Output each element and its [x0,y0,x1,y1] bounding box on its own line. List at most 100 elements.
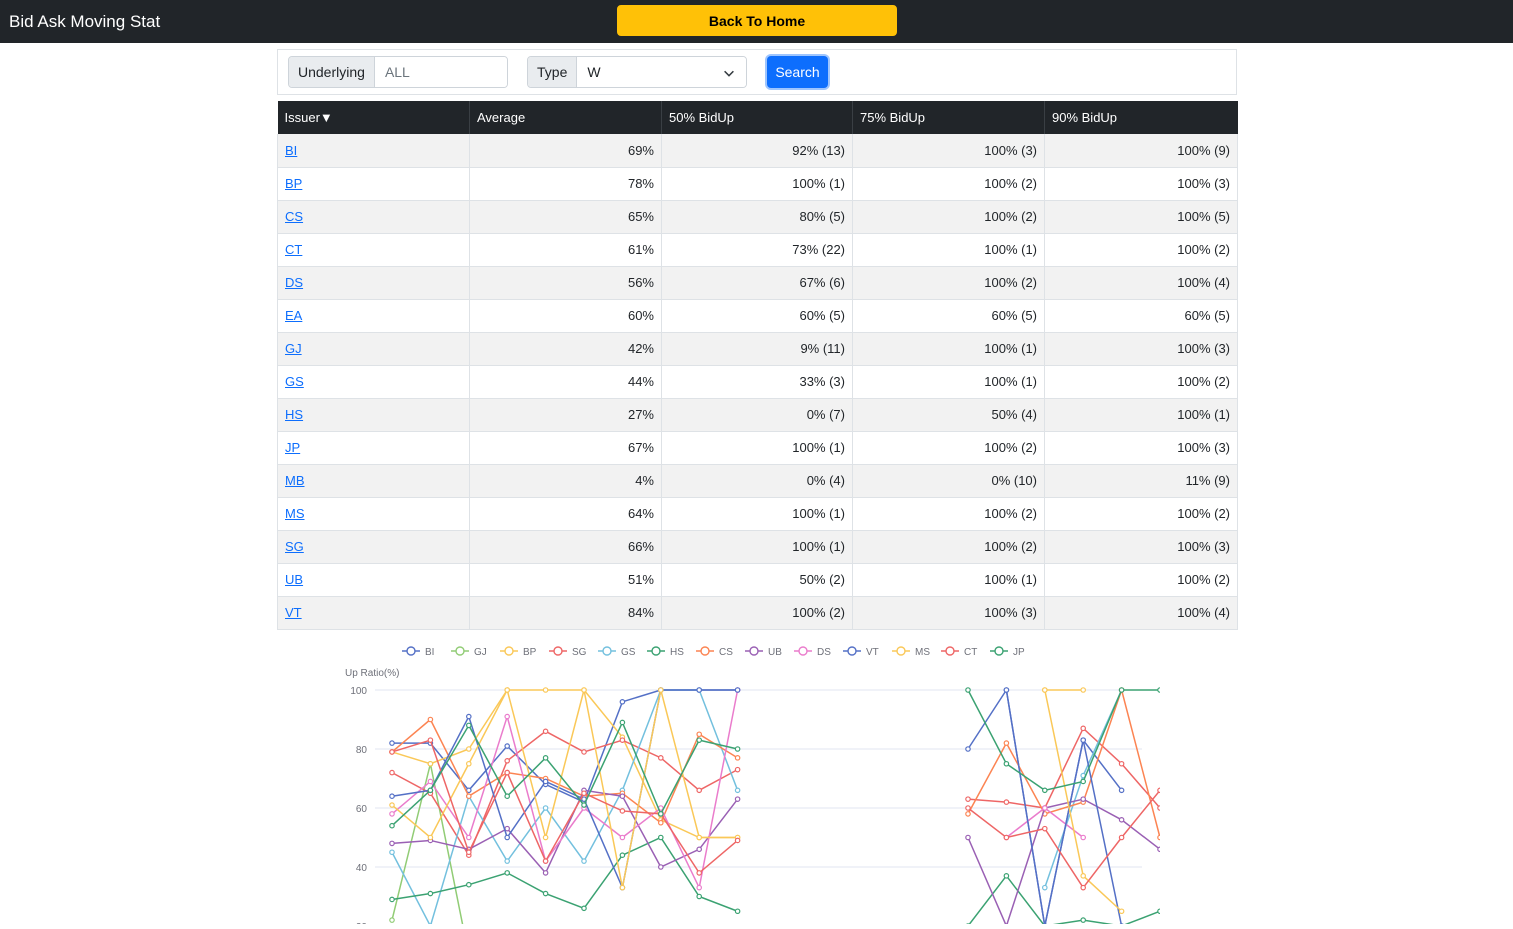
data-point-jp [735,747,739,751]
issuer-cell: GS [278,365,470,398]
data-point-cs [1158,835,1160,839]
issuer-link[interactable]: CS [285,209,303,224]
issuer-link[interactable]: GS [285,374,304,389]
data-point-gj [390,918,394,922]
data-point-ms [1043,688,1047,692]
data-point-hs [505,871,509,875]
issuer-cell: MS [278,497,470,530]
data-point-vt [1004,688,1008,692]
series-line-ms [392,690,738,888]
issuer-link[interactable]: EA [285,308,302,323]
issuer-link[interactable]: UB [285,572,303,587]
legend-marker [946,647,954,655]
search-panel: Underlying ALL Type W Search [277,49,1237,95]
data-point-bi [505,744,509,748]
issuer-link[interactable]: GJ [285,341,302,356]
data-point-hs [735,909,739,913]
data-point-vt [543,779,547,783]
issuer-link[interactable]: SG [285,539,304,554]
issuer-link[interactable]: VT [285,605,302,620]
table-cell: 100% (2) [853,497,1045,530]
data-point-ds [390,812,394,816]
table-cell: 51% [470,563,662,596]
issuer-link[interactable]: HS [285,407,303,422]
data-point-jp [659,812,663,816]
table-cell: 100% (4) [1045,266,1238,299]
chevron-down-icon [722,66,736,80]
data-point-sg [582,750,586,754]
y-tick-label: 40 [356,863,368,874]
table-cell: 100% (9) [1045,134,1238,167]
table-cell: 56% [470,266,662,299]
issuer-link[interactable]: MB [285,473,305,488]
table-cell: 100% (3) [853,134,1045,167]
data-point-ct [1119,835,1123,839]
table-cell: 100% (3) [853,596,1045,629]
legend-marker [554,647,562,655]
data-point-vt [467,714,471,718]
table-cell: 100% (1) [662,167,853,200]
data-point-vt [505,835,509,839]
table-cell: 69% [470,134,662,167]
data-point-ct [735,838,739,842]
data-point-ct [1004,835,1008,839]
table-cell: 100% (3) [1045,431,1238,464]
y-tick-label: 60 [356,804,368,815]
data-point-ms [659,688,663,692]
series-line-cs [392,720,738,823]
data-point-jp [1158,688,1160,692]
issuer-link[interactable]: DS [285,275,303,290]
data-point-ub [735,797,739,801]
issuer-link[interactable]: JP [285,440,300,455]
column-header[interactable]: Issuer▼ [278,101,470,134]
search-button[interactable]: Search [767,56,828,88]
data-point-jp [966,688,970,692]
legend-label: HS [670,647,684,658]
table-cell: 73% (22) [662,233,853,266]
data-point-ct [428,738,432,742]
data-point-hs [390,897,394,901]
data-point-cs [659,821,663,825]
data-point-hs [1004,874,1008,878]
data-point-ct [697,871,701,875]
data-point-ct [966,806,970,810]
table-cell: 0% (4) [662,464,853,497]
issuer-link[interactable]: BP [285,176,302,191]
type-select[interactable]: W [577,57,746,87]
table-cell: 60% [470,299,662,332]
issuer-link[interactable]: BI [285,143,297,158]
legend-label: SG [572,647,587,658]
table-cell: 80% (5) [662,200,853,233]
data-point-hs [1158,909,1160,913]
table-cell: 100% (2) [853,200,1045,233]
data-point-ct [467,850,471,854]
back-to-home-button[interactable]: Back To Home [617,5,897,36]
data-point-ub [697,847,701,851]
table-cell: 100% (2) [1045,233,1238,266]
data-point-sg [697,788,701,792]
data-point-ms [582,688,586,692]
data-point-ms [543,835,547,839]
data-point-sg [505,759,509,763]
table-cell: 66% [470,530,662,563]
data-point-ds [620,835,624,839]
data-point-jp [1119,688,1123,692]
underlying-input[interactable]: ALL [375,57,507,87]
issuer-link[interactable]: MS [285,506,305,521]
legend-label: GJ [474,647,487,658]
data-point-ub [620,794,624,798]
table-cell: 100% (1) [853,233,1045,266]
data-point-jp [505,794,509,798]
issuer-cell: JP [278,431,470,464]
y-tick-label: 100 [350,686,367,697]
issuer-link[interactable]: CT [285,242,302,257]
column-header: Average [470,101,662,134]
table-cell: 100% (2) [853,167,1045,200]
data-point-vt [390,794,394,798]
data-point-hs [697,894,701,898]
